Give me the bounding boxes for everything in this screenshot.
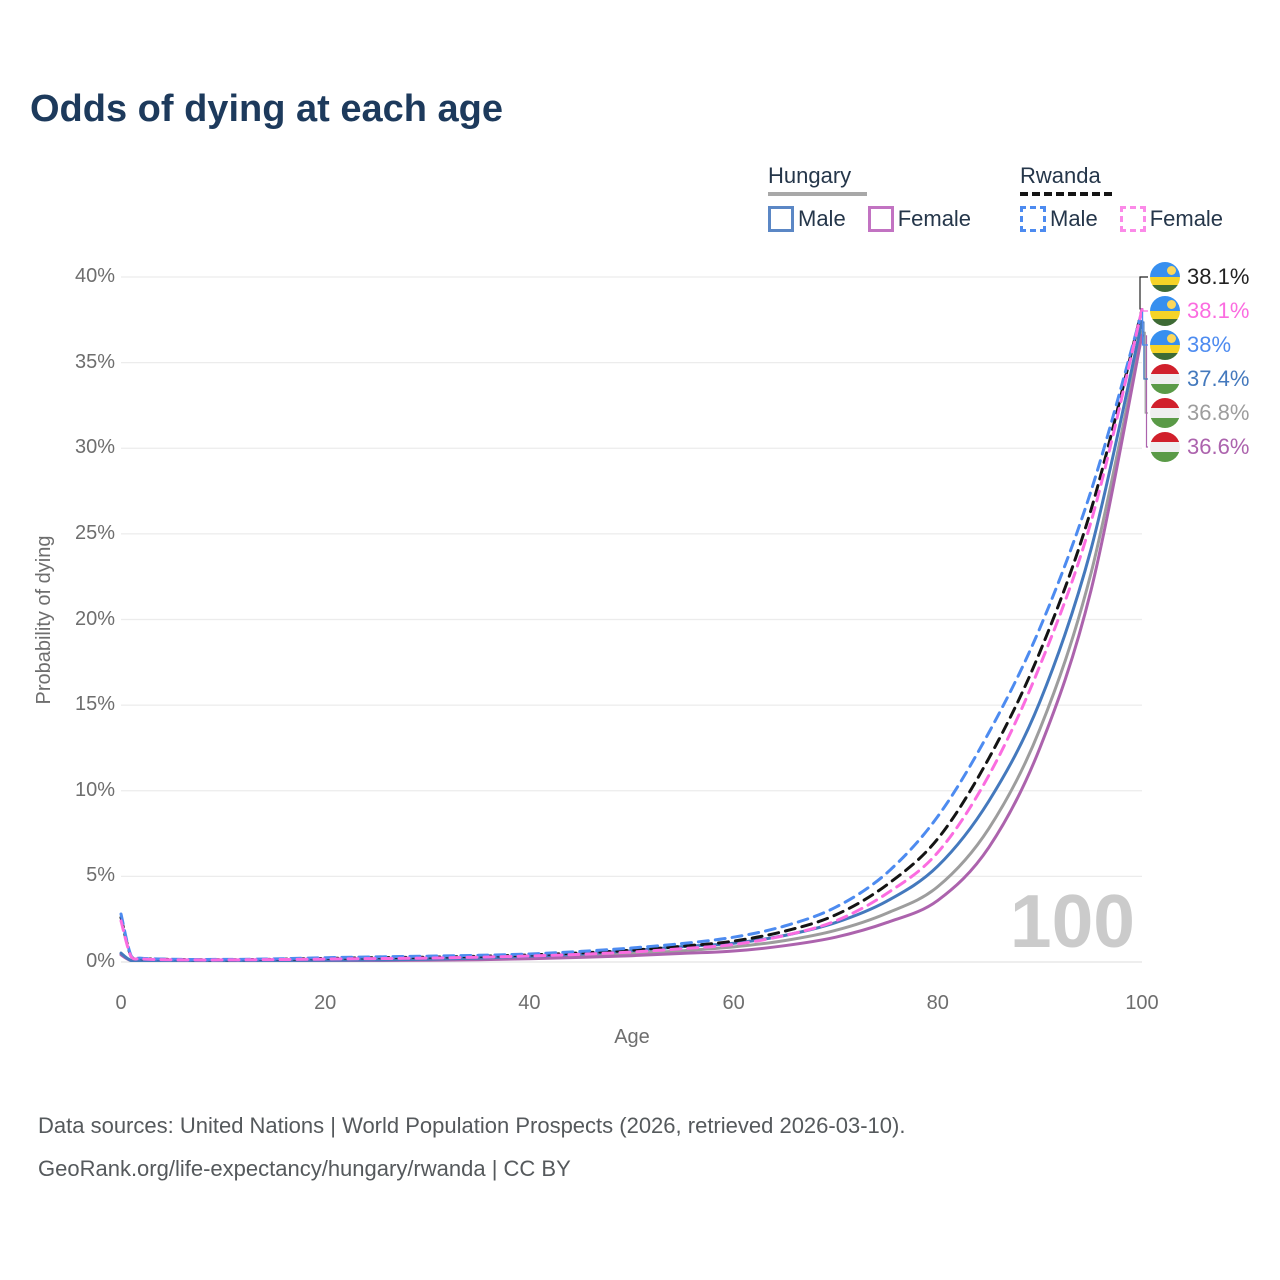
end-label-value: 38.1% xyxy=(1187,264,1250,289)
end-label-row-rwanda-female: 38.1% xyxy=(1150,296,1249,326)
legend-item-hungary-female[interactable]: Female xyxy=(867,206,972,232)
hungary-line-style-swatch xyxy=(768,192,867,196)
rwanda-line-style-swatch xyxy=(1020,192,1112,196)
rwanda-sun-icon xyxy=(1167,300,1176,309)
legend-group-hungary: Hungary Male Female xyxy=(768,163,971,232)
legend-country-rwanda: Rwanda xyxy=(1020,163,1101,188)
y-tick-label-20%: 20% xyxy=(74,607,115,630)
end-label-connector-hungary-female xyxy=(1145,335,1148,448)
legend-item-rwanda-female[interactable]: Female xyxy=(1119,206,1224,232)
hungary-flag-icon xyxy=(1150,364,1180,394)
hungary-flag-icon xyxy=(1150,398,1180,428)
legend-items-rwanda: Male Female xyxy=(1020,206,1223,232)
age-indicator-watermark: 100 xyxy=(1009,879,1135,963)
end-label-value: 37.4% xyxy=(1187,366,1250,391)
legend-label-hungary-female: Female xyxy=(897,206,972,231)
legend-item-hungary-male[interactable]: Male xyxy=(768,206,846,232)
end-label-row-rwanda-male: 38% xyxy=(1150,330,1231,360)
end-label-value: 38% xyxy=(1187,332,1232,357)
end-label-connector-hungary-male xyxy=(1143,321,1148,380)
y-tick-label-25%: 25% xyxy=(74,521,115,544)
footer-data-sources: Data sources: United Nations | World Pop… xyxy=(38,1113,906,1138)
end-label-value: 36.6% xyxy=(1187,434,1250,459)
y-axis-title: Probability of dying xyxy=(33,535,55,705)
x-tick-label-60: 60 xyxy=(722,992,745,1014)
end-label-connector-rwanda-average xyxy=(1139,276,1148,310)
legend-items-hungary: Male Female xyxy=(768,206,971,232)
footer-attribution: GeoRank.org/life-expectancy/hungary/rwan… xyxy=(38,1156,571,1181)
rwanda-male-swatch-icon xyxy=(1020,206,1046,232)
y-tick-label-10%: 10% xyxy=(74,778,115,801)
plot-area[interactable] xyxy=(121,267,1142,962)
legend-country-hungary: Hungary xyxy=(768,163,852,188)
rwanda-flag-icon xyxy=(1150,262,1180,292)
hungary-female-swatch-icon xyxy=(867,206,894,232)
end-label-row-hungary-male: 37.4% xyxy=(1150,364,1249,394)
rwanda-sun-icon xyxy=(1167,334,1176,343)
x-axis-title: Age xyxy=(614,1026,650,1048)
end-label-connector-rwanda-male xyxy=(1142,311,1148,346)
y-tick-label-35%: 35% xyxy=(74,350,115,373)
x-tick-label-40: 40 xyxy=(518,992,541,1014)
rwanda-flag-icon xyxy=(1150,330,1180,360)
legend-label-hungary-male: Male xyxy=(798,206,846,231)
y-tick-label-15%: 15% xyxy=(74,693,115,716)
rwanda-sun-icon xyxy=(1167,266,1176,275)
end-label-connector-rwanda-female xyxy=(1140,309,1148,312)
end-label-value: 38.1% xyxy=(1187,298,1250,323)
y-tick-label-5%: 5% xyxy=(86,864,115,887)
end-label-value: 36.8% xyxy=(1187,400,1250,425)
x-tick-label-80: 80 xyxy=(926,992,949,1014)
x-tick-label-20: 20 xyxy=(314,992,337,1014)
y-tick-label-0%: 0% xyxy=(86,950,115,972)
legend-label-rwanda-male: Male xyxy=(1050,206,1098,231)
hungary-male-swatch-icon xyxy=(768,206,794,232)
x-tick-label-0: 0 xyxy=(115,992,127,1014)
end-label-row-hungary-female: 36.6% xyxy=(1150,432,1249,462)
legend-group-rwanda: Rwanda Male Female xyxy=(1020,163,1223,232)
y-tick-label-40%: 40% xyxy=(74,265,115,287)
rwanda-flag-icon xyxy=(1150,296,1180,326)
end-label-row-rwanda-average: 38.1% xyxy=(1150,262,1249,292)
rwanda-female-swatch-icon xyxy=(1119,206,1146,232)
footer: Data sources: United Nations | World Pop… xyxy=(38,1104,905,1190)
hungary-flag-icon xyxy=(1150,432,1180,462)
legend-label-rwanda-female: Female xyxy=(1149,206,1224,231)
series-line-rwanda-female xyxy=(119,308,1144,962)
end-label-row-hungary-average: 36.8% xyxy=(1150,398,1249,428)
x-tick-label-100: 100 xyxy=(1125,992,1159,1014)
legend-item-rwanda-male[interactable]: Male xyxy=(1020,206,1098,232)
y-tick-label-30%: 30% xyxy=(74,436,115,459)
page-title: Odds of dying at each age xyxy=(30,88,503,130)
